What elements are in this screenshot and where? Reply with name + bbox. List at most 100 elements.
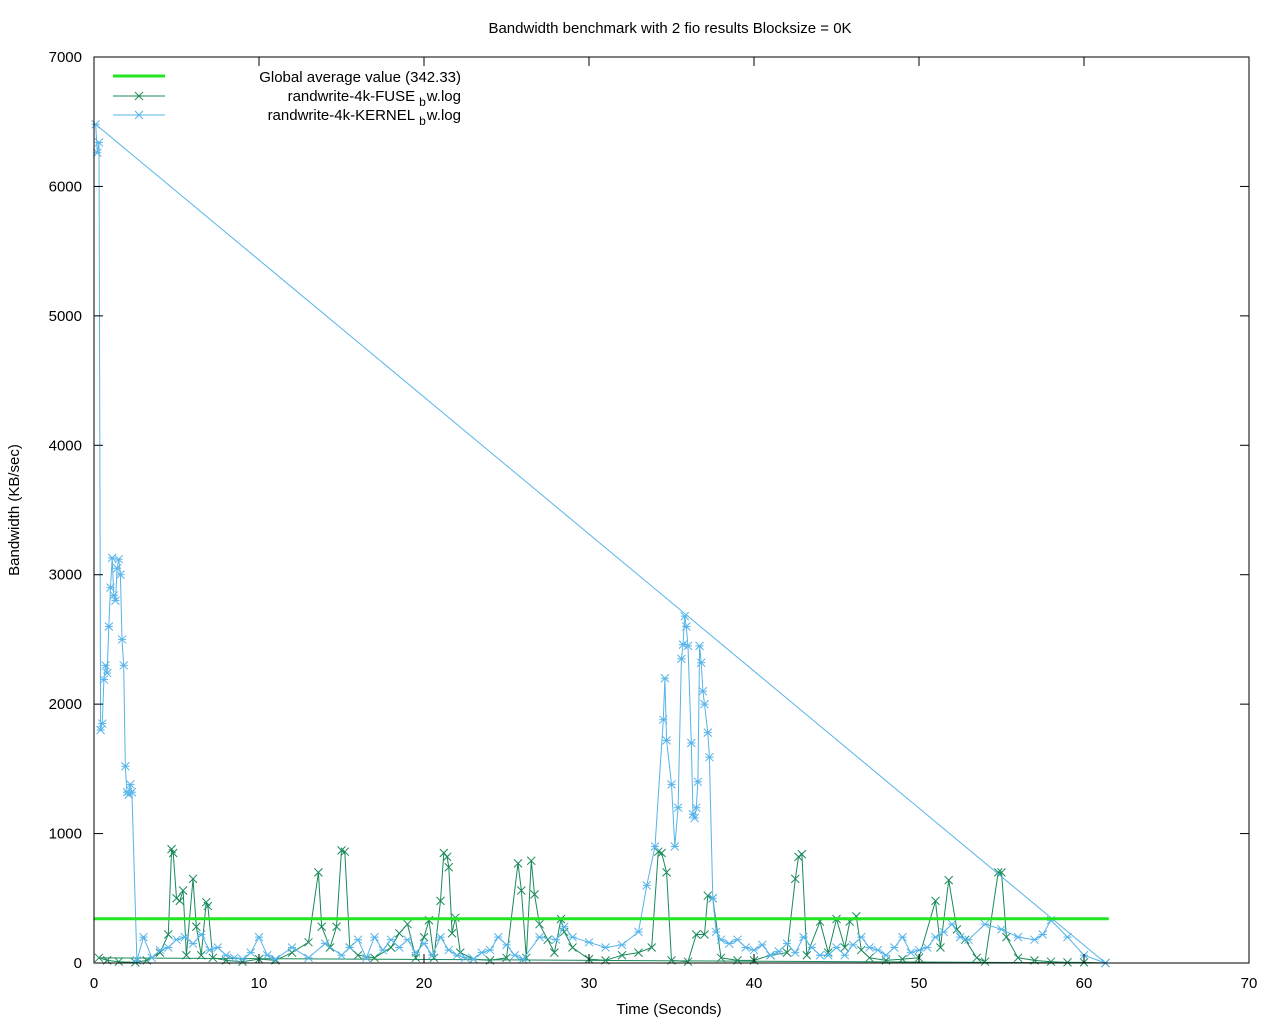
data-point — [680, 611, 690, 621]
y-tick-label: 6000 — [49, 178, 82, 195]
data-point — [163, 930, 173, 939]
data-point — [647, 943, 657, 952]
data-point — [741, 943, 751, 952]
data-point — [944, 875, 954, 885]
data-point — [686, 738, 696, 748]
data-point — [634, 948, 643, 957]
data-point — [802, 950, 812, 960]
data-point — [634, 927, 643, 937]
data-point — [411, 948, 421, 957]
data-point — [178, 886, 188, 895]
data-point — [906, 948, 916, 957]
data-point — [660, 673, 670, 683]
data-point — [477, 948, 487, 957]
data-point — [317, 922, 327, 932]
data-point — [502, 953, 511, 963]
data-point — [642, 880, 652, 890]
data-point — [677, 654, 686, 664]
data-point — [681, 622, 691, 631]
data-point — [559, 922, 569, 932]
x-tick-label: 30 — [581, 975, 598, 992]
data-point — [493, 932, 503, 942]
data-point — [436, 896, 445, 906]
data-point — [757, 940, 767, 950]
data-point — [521, 953, 531, 963]
data-point — [716, 953, 726, 963]
data-point — [104, 622, 114, 631]
data-point — [1038, 930, 1048, 939]
data-point — [427, 950, 437, 960]
data-point — [94, 953, 104, 963]
data-point — [865, 953, 874, 963]
data-point — [196, 950, 206, 960]
x-tick-label: 10 — [251, 975, 268, 992]
x-tick-label: 0 — [90, 975, 98, 992]
data-point — [111, 596, 120, 605]
data-point — [782, 939, 792, 948]
data-point — [444, 862, 454, 872]
legend-label-kernel-suffix: w.log — [426, 107, 461, 124]
data-point — [102, 668, 112, 678]
y-tick-label: 2000 — [49, 696, 82, 713]
data-point — [873, 945, 883, 955]
data-point — [914, 945, 924, 955]
data-point — [353, 935, 363, 945]
data-point — [1046, 957, 1056, 967]
legend-label-average: Global average value (342.33) — [259, 69, 461, 86]
data-point — [650, 842, 660, 851]
data-point — [116, 570, 125, 580]
data-point — [898, 932, 907, 942]
data-point — [92, 148, 102, 158]
data-point — [823, 950, 833, 960]
data-point — [304, 937, 313, 947]
data-point — [881, 950, 891, 960]
data-point — [1013, 932, 1023, 942]
data-point — [109, 591, 119, 600]
data-point — [394, 928, 404, 938]
data-point — [601, 943, 610, 952]
data-point — [196, 930, 206, 939]
data-point — [931, 932, 940, 942]
data-point — [188, 939, 198, 948]
data-point — [865, 943, 874, 952]
data-point — [175, 896, 185, 906]
data-point — [993, 868, 1003, 877]
data-point — [452, 950, 462, 960]
legend-label-kernel: randwrite-4k-KERNEL bw.log — [268, 107, 461, 128]
data-point — [271, 954, 280, 964]
data-point — [172, 935, 181, 945]
data-point — [513, 858, 523, 868]
data-point — [766, 950, 775, 960]
data-point — [337, 846, 346, 855]
series-line — [98, 848, 1106, 964]
data-point — [936, 943, 945, 952]
data-point — [922, 943, 932, 952]
data-point — [442, 852, 452, 862]
data-point — [856, 932, 866, 942]
data-point — [188, 874, 198, 884]
data-point — [147, 953, 157, 963]
data-point — [955, 932, 965, 942]
data-point — [112, 563, 122, 573]
data-point — [840, 950, 850, 960]
data-point — [939, 927, 949, 937]
data-point — [698, 686, 708, 696]
y-tick-label: 7000 — [49, 49, 82, 66]
data-point — [117, 635, 127, 644]
data-point — [898, 954, 907, 964]
x-tick-label: 70 — [1241, 975, 1258, 992]
data-point — [403, 935, 412, 945]
data-point — [693, 777, 703, 787]
data-point — [658, 715, 668, 725]
data-point — [797, 849, 807, 859]
data-point — [353, 950, 363, 960]
data-point — [535, 932, 544, 942]
data-point — [848, 940, 858, 950]
data-point — [180, 932, 190, 942]
data-point — [127, 787, 137, 797]
data-point — [120, 761, 130, 771]
y-tick-label: 3000 — [49, 567, 82, 584]
legend-swatch-fuse — [113, 91, 165, 101]
data-point — [1013, 953, 1023, 963]
legend-label-fuse-subscript: b — [419, 95, 426, 109]
